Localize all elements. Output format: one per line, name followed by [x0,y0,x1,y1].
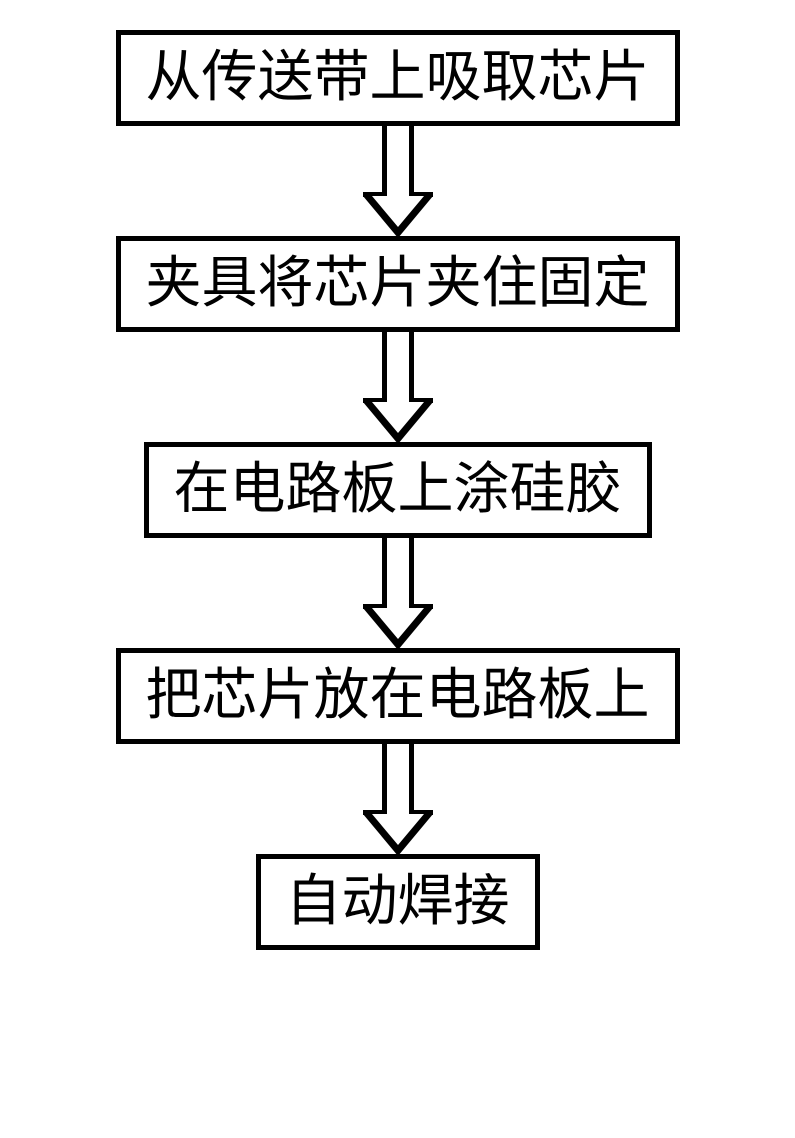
flowchart-step-3: 在电路板上涂硅胶 [144,442,652,538]
arrow-shaft [382,332,414,402]
arrow-shaft [382,126,414,196]
arrow-shaft [382,538,414,608]
arrow-2 [382,332,414,442]
flowchart-step-4: 把芯片放在电路板上 [116,648,680,744]
arrow-4 [382,744,414,854]
arrow-shaft [382,744,414,814]
flowchart-container: 从传送带上吸取芯片 夹具将芯片夹住固定 在电路板上涂硅胶 [116,30,680,950]
flowchart-step-1: 从传送带上吸取芯片 [116,30,680,126]
arrow-3 [382,538,414,648]
flowchart-step-5: 自动焊接 [256,854,540,950]
arrow-1 [382,126,414,236]
flowchart-step-2: 夹具将芯片夹住固定 [116,236,680,332]
